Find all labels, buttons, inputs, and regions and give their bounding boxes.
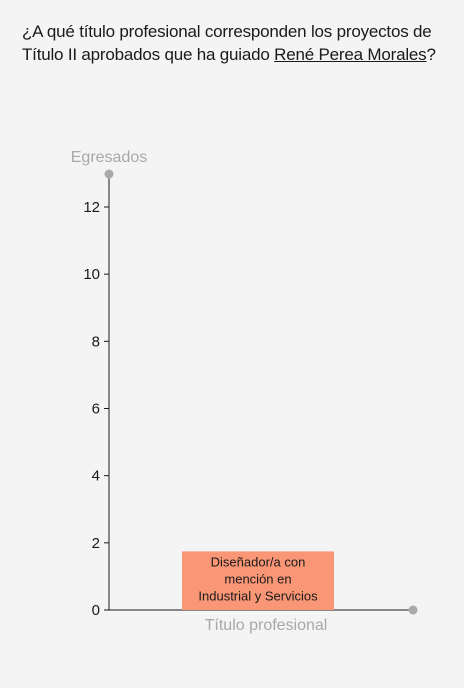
bar-category-label: Diseñador/a con bbox=[211, 554, 306, 569]
y-axis-title: Egresados bbox=[71, 149, 148, 166]
y-tick-label: 0 bbox=[92, 602, 100, 619]
x-axis-end-dot bbox=[408, 605, 418, 615]
question-suffix: ? bbox=[426, 45, 436, 64]
bar-category-label: mención en bbox=[224, 571, 291, 586]
bar[interactable] bbox=[182, 551, 334, 610]
y-tick-label: 10 bbox=[83, 266, 100, 283]
y-tick-label: 12 bbox=[83, 199, 100, 216]
bars: Diseñador/a con mención en Industrial y Se… bbox=[182, 551, 334, 610]
y-axis: Egresados 0 2 4 6 8 10 12 bbox=[71, 149, 148, 619]
y-tick-label: 8 bbox=[92, 333, 100, 350]
bar-category-label: Industrial y Servicios bbox=[198, 588, 318, 603]
y-tick-label: 4 bbox=[92, 468, 100, 485]
person-link[interactable]: René Perea Morales bbox=[274, 45, 427, 64]
y-axis-end-dot bbox=[104, 169, 114, 179]
chart-question: ¿A qué título profesional corresponden l… bbox=[22, 20, 452, 66]
y-tick-label: 6 bbox=[92, 401, 100, 418]
question-text: ¿A qué título profesional corresponden l… bbox=[22, 22, 432, 64]
x-axis-title: Título profesional bbox=[205, 617, 328, 634]
y-tick-label: 2 bbox=[92, 535, 100, 552]
